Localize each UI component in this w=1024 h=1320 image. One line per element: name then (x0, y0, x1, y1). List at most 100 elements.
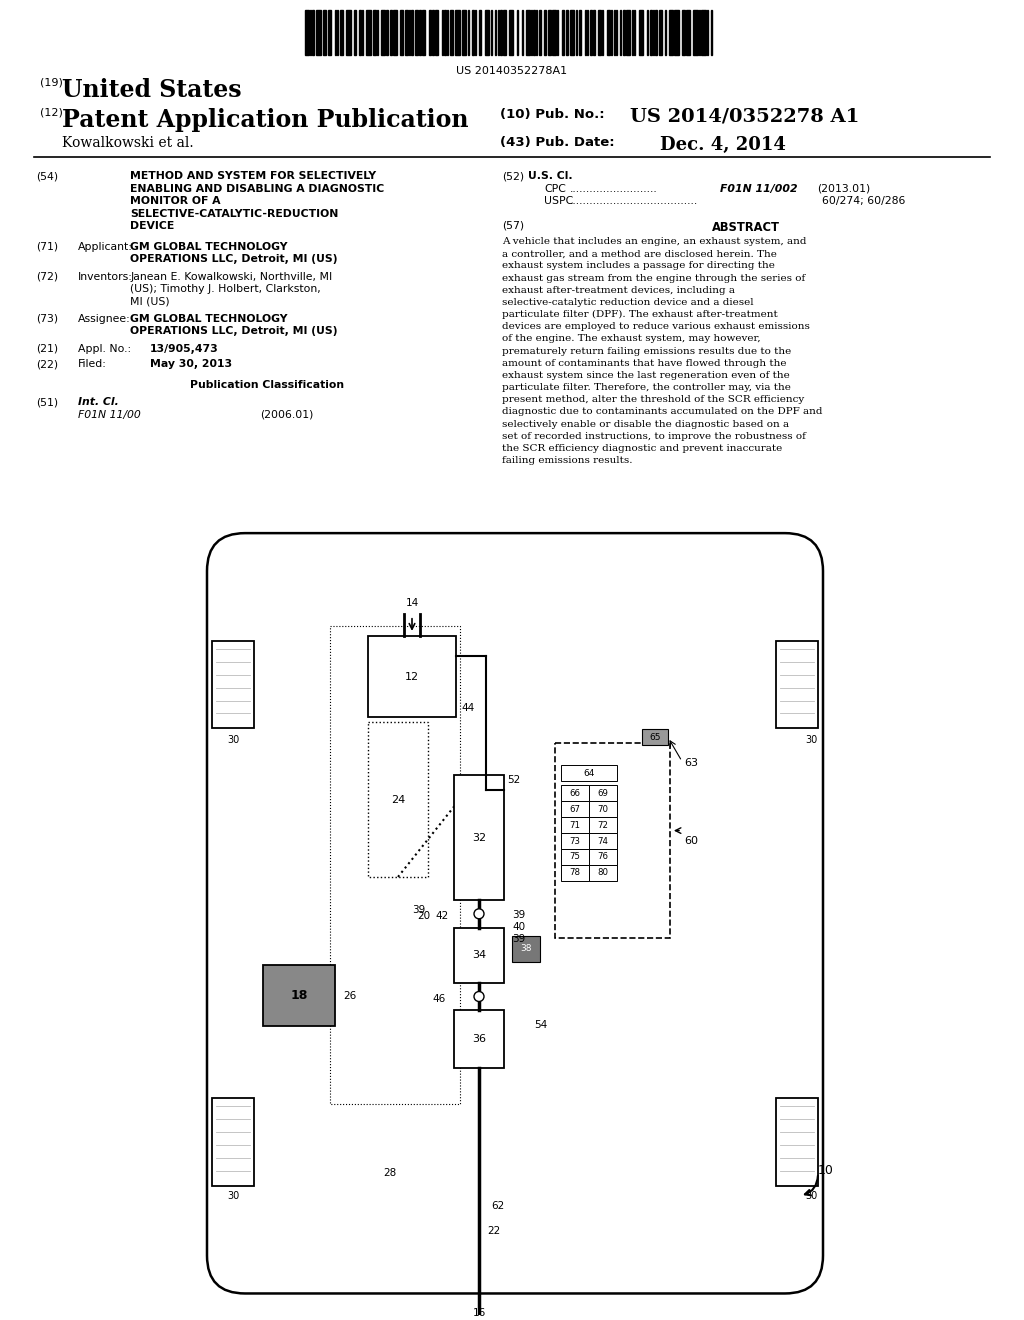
Text: (21): (21) (36, 343, 58, 354)
Text: 18: 18 (291, 989, 307, 1002)
Text: 16: 16 (472, 1308, 485, 1319)
Text: 39: 39 (512, 933, 525, 944)
Bar (659, 11, 662, 55)
Text: United States: United States (62, 78, 242, 102)
Text: diagnostic due to contaminants accumulated on the DPF and: diagnostic due to contaminants accumulat… (502, 408, 822, 416)
Bar (422, 11, 425, 55)
Bar (607, 11, 610, 55)
Bar (776, 640, 818, 729)
Text: 66: 66 (569, 789, 581, 797)
Text: ENABLING AND DISABLING A DIAGNOSTIC: ENABLING AND DISABLING A DIAGNOSTIC (130, 183, 384, 194)
Bar (639, 11, 643, 55)
Text: 39: 39 (413, 904, 426, 915)
Text: 73: 73 (569, 837, 581, 846)
Bar (561, 817, 589, 833)
Text: MI (US): MI (US) (130, 297, 170, 306)
Bar (526, 11, 530, 55)
Bar (323, 11, 326, 55)
Text: Applicant:: Applicant: (78, 242, 133, 252)
Text: ABSTRACT: ABSTRACT (712, 220, 780, 234)
Text: GM GLOBAL TECHNOLOGY: GM GLOBAL TECHNOLOGY (130, 314, 288, 323)
Text: US 20140352278A1: US 20140352278A1 (457, 66, 567, 75)
Bar (544, 11, 546, 55)
Text: 13/905,473: 13/905,473 (150, 343, 219, 354)
Text: (71): (71) (36, 242, 58, 252)
Bar (454, 775, 504, 900)
Text: 64: 64 (584, 768, 595, 777)
Bar (454, 1010, 504, 1068)
Bar (366, 11, 371, 55)
Bar (589, 801, 617, 817)
Text: 38: 38 (520, 944, 531, 953)
Bar (669, 11, 673, 55)
Text: 39: 39 (512, 909, 525, 920)
Text: US 2014/0352278 A1: US 2014/0352278 A1 (630, 108, 859, 125)
Bar (570, 11, 574, 55)
Text: 36: 36 (472, 1035, 486, 1044)
Text: U.S. Cl.: U.S. Cl. (528, 172, 572, 181)
Text: DEVICE: DEVICE (130, 222, 174, 231)
Text: selective-catalytic reduction device and a diesel: selective-catalytic reduction device and… (502, 298, 754, 308)
Bar (686, 11, 690, 55)
Bar (346, 11, 351, 55)
Bar (305, 11, 309, 55)
Bar (555, 743, 670, 937)
Bar (589, 785, 617, 801)
Text: F01N 11/00: F01N 11/00 (78, 409, 140, 420)
Bar (368, 722, 428, 876)
Bar (534, 11, 535, 55)
Bar (455, 11, 460, 55)
Text: 60/274; 60/286: 60/274; 60/286 (822, 197, 905, 206)
Text: 72: 72 (597, 821, 608, 829)
Bar (589, 849, 617, 865)
Text: 65: 65 (649, 733, 660, 742)
Text: Assignee:: Assignee: (78, 314, 131, 323)
Text: devices are employed to reduce various exhaust emissions: devices are employed to reduce various e… (502, 322, 810, 331)
Text: 24: 24 (391, 795, 406, 805)
Circle shape (474, 908, 484, 919)
Text: (73): (73) (36, 314, 58, 323)
Text: set of recorded instructions, to improve the robustness of: set of recorded instructions, to improve… (502, 432, 806, 441)
Text: 20: 20 (418, 911, 430, 921)
Text: 76: 76 (597, 853, 608, 862)
Text: 69: 69 (598, 789, 608, 797)
Text: SELECTIVE-CATALYTIC-REDUCTION: SELECTIVE-CATALYTIC-REDUCTION (130, 209, 338, 219)
Bar (701, 11, 706, 55)
Bar (593, 11, 595, 55)
Circle shape (474, 991, 484, 1002)
Text: particulate filter. Therefore, the controller may, via the: particulate filter. Therefore, the contr… (502, 383, 791, 392)
Text: May 30, 2013: May 30, 2013 (150, 359, 232, 370)
Bar (316, 11, 321, 55)
Text: 60: 60 (684, 836, 698, 846)
Bar (650, 11, 652, 55)
Bar (561, 865, 589, 880)
Bar (429, 11, 431, 55)
Text: (22): (22) (36, 359, 58, 370)
Bar (432, 11, 434, 55)
Text: 22: 22 (487, 1226, 501, 1236)
Bar (472, 11, 474, 55)
Text: failing emissions results.: failing emissions results. (502, 455, 633, 465)
Text: (57): (57) (502, 220, 524, 231)
Bar (406, 11, 408, 55)
Bar (485, 11, 489, 55)
Bar (509, 11, 513, 55)
Text: 46: 46 (432, 994, 445, 1003)
Text: (52): (52) (502, 172, 524, 181)
Text: (51): (51) (36, 397, 58, 407)
Text: (43) Pub. Date:: (43) Pub. Date: (500, 136, 614, 149)
Text: exhaust gas stream from the engine through the series of: exhaust gas stream from the engine throu… (502, 273, 805, 282)
Text: 10: 10 (818, 1164, 834, 1177)
Bar (462, 11, 466, 55)
Text: 54: 54 (534, 1020, 547, 1031)
Text: CPC: CPC (544, 183, 566, 194)
Text: Kowalkowski et al.: Kowalkowski et al. (62, 136, 194, 149)
Text: 12: 12 (404, 672, 419, 681)
Text: Inventors:: Inventors: (78, 272, 133, 281)
Bar (212, 1098, 254, 1185)
Text: USPC: USPC (544, 197, 573, 206)
Text: present method, alter the threshold of the SCR efficiency: present method, alter the threshold of t… (502, 395, 804, 404)
Text: prematurely return failing emissions results due to the: prematurely return failing emissions res… (502, 347, 792, 355)
Bar (500, 11, 502, 55)
Text: ..........................: .......................... (570, 183, 657, 194)
